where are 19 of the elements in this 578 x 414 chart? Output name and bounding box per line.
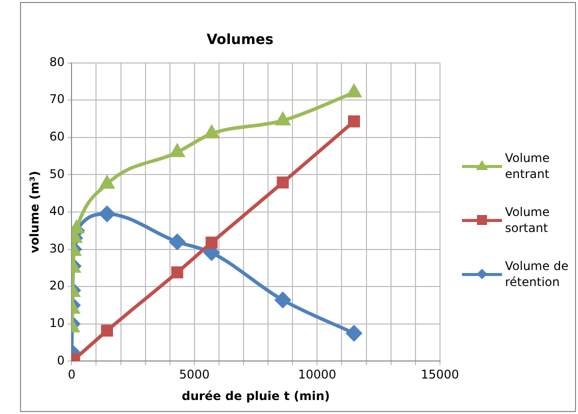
- x-axis-title: durée de pluie t (min): [182, 388, 330, 403]
- y-tick-label: 10: [49, 316, 65, 330]
- x-tick-label: 10000: [298, 368, 336, 382]
- x-tick-label: 0: [68, 368, 76, 382]
- legend-label: Volume entrant: [505, 150, 551, 182]
- y-tick-label: 70: [49, 92, 65, 106]
- y-tick-label: 80: [49, 54, 65, 69]
- y-tick-label: 30: [49, 241, 65, 256]
- legend-label: Volume sortant: [505, 204, 551, 236]
- y-tick-label: 40: [49, 204, 65, 218]
- chart-title: Volumes: [206, 32, 274, 48]
- y-tick-label: 0: [57, 353, 65, 368]
- legend-label: Volume de rétention: [505, 258, 570, 290]
- y-tick-label: 20: [49, 278, 65, 293]
- x-tick-label: 5000: [179, 368, 210, 382]
- y-axis-title: volume (m³): [27, 170, 42, 254]
- y-tick-label: 50: [49, 166, 65, 181]
- x-tick-label: 15000: [420, 368, 460, 382]
- y-tick-label: 60: [49, 130, 65, 144]
